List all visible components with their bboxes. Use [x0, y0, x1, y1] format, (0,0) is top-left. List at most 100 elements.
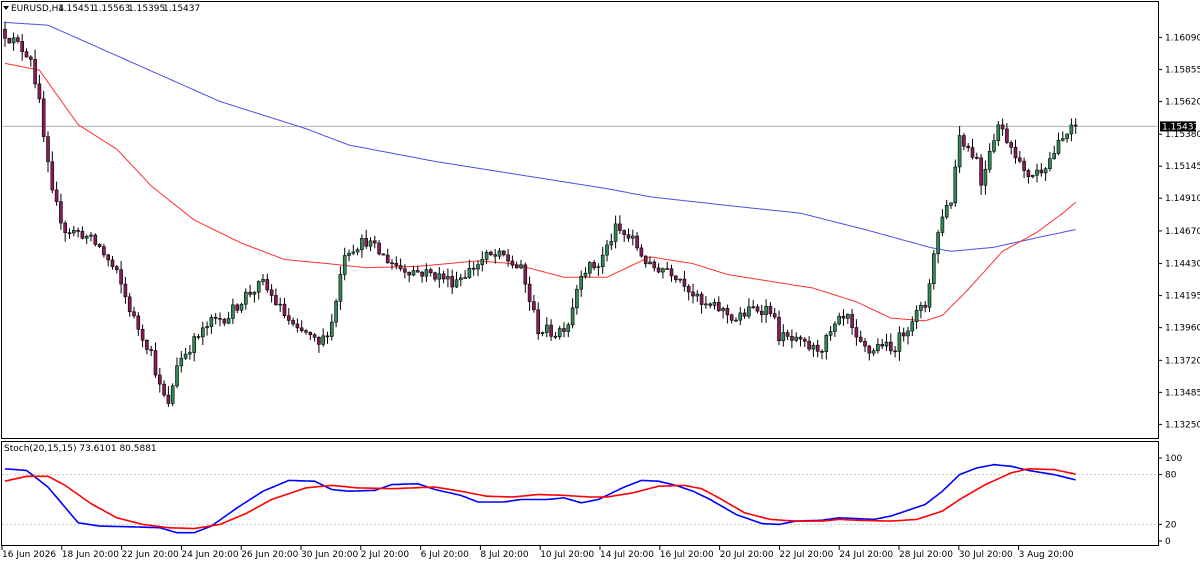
candle	[871, 348, 876, 357]
candle	[673, 275, 678, 283]
candle	[1073, 118, 1078, 134]
time-tick-label: 24 Jun 20:00	[181, 550, 238, 560]
stoch-lines	[4, 463, 1076, 534]
price-tick-label: 1.14670	[1165, 227, 1200, 237]
candle	[592, 259, 596, 271]
candle	[501, 250, 506, 257]
candle	[132, 306, 136, 319]
candle	[372, 235, 377, 249]
candle	[158, 368, 162, 393]
candle	[377, 240, 381, 256]
candle	[876, 338, 880, 354]
candle	[983, 160, 988, 195]
candle	[231, 298, 235, 325]
candle	[858, 330, 863, 343]
candle	[46, 131, 50, 173]
candle	[1017, 150, 1022, 164]
candle	[360, 234, 364, 258]
candle	[351, 244, 356, 255]
candle	[364, 229, 369, 249]
candle	[652, 259, 657, 272]
symbol-label[interactable]: EURUSD,H4	[11, 4, 64, 14]
candle	[93, 233, 98, 247]
stoch-label: Stoch(20,15,15) 73.6101 80.5881	[4, 444, 157, 454]
candle	[454, 271, 459, 289]
price-tick-label: 1.16090	[1165, 33, 1200, 43]
current-price-tag	[1160, 121, 1196, 132]
candle	[695, 290, 700, 302]
candle	[923, 301, 928, 313]
candle	[536, 302, 541, 340]
candle	[772, 308, 777, 320]
time-tick-label: 6 Jul 20:00	[421, 550, 470, 560]
candle	[957, 126, 962, 173]
candle	[415, 265, 420, 273]
candle	[102, 243, 106, 258]
time-tick-label: 10 Jul 20:00	[540, 550, 594, 560]
candle	[527, 276, 532, 311]
candle	[269, 284, 274, 303]
time-tick-label: 28 Jul 20:00	[899, 550, 953, 560]
candle	[299, 320, 304, 333]
candles	[3, 21, 1078, 407]
candle	[931, 249, 936, 290]
candle	[699, 291, 704, 314]
candle	[549, 319, 553, 341]
candle	[893, 345, 897, 358]
candle	[411, 265, 416, 277]
candle	[747, 298, 751, 319]
candle	[213, 313, 218, 325]
candle	[123, 276, 128, 304]
candle	[252, 291, 257, 303]
time-tick-label: 20 Jul 20:00	[720, 550, 774, 560]
candle	[1026, 168, 1031, 184]
candle	[467, 259, 472, 280]
price-tick-label: 1.14195	[1165, 292, 1200, 302]
time-tick-label: 8 Jul 20:00	[480, 550, 529, 560]
candle	[493, 249, 498, 264]
ma-slow-path	[4, 21, 1076, 252]
stoch-panel[interactable]	[1, 441, 1159, 546]
candle	[480, 251, 485, 272]
candle	[304, 328, 308, 335]
candle	[996, 120, 1001, 147]
candle	[222, 317, 227, 327]
candle	[704, 296, 708, 309]
candle	[239, 302, 244, 313]
candle	[97, 243, 102, 249]
candle	[127, 292, 132, 317]
price-tick-label: 1.14910	[1165, 194, 1200, 204]
candle	[854, 319, 859, 346]
time-tick-label: 16 Jun 2026	[2, 550, 56, 560]
candle	[312, 333, 317, 342]
candle	[618, 215, 622, 235]
price-panel[interactable]	[1, 1, 1159, 439]
candle	[1043, 166, 1048, 181]
candle	[1005, 123, 1009, 145]
candle	[248, 284, 252, 298]
ma-fast-path	[4, 62, 1077, 322]
time-tick-label: 14 Jul 20:00	[600, 550, 654, 560]
dropdown-triangle-icon[interactable]	[3, 6, 9, 10]
price-tick-label: 1.15145	[1165, 162, 1200, 172]
time-tick-label: 26 Jun 20:00	[241, 550, 298, 560]
candle	[106, 253, 110, 267]
candle	[1022, 157, 1026, 179]
time-tick-label: 18 Jun 20:00	[62, 550, 119, 560]
candle	[665, 261, 670, 270]
candle	[906, 326, 910, 345]
ohlc-close: 1.15437	[163, 4, 200, 14]
stoch-tick-label: 100	[1165, 454, 1182, 464]
candle	[321, 328, 326, 347]
candle	[484, 250, 489, 264]
candle	[987, 143, 992, 173]
candle	[334, 298, 338, 328]
candle	[424, 263, 429, 283]
candle	[914, 305, 919, 330]
candle	[751, 299, 756, 309]
ohlc-low: 1.15395	[128, 4, 165, 14]
candle	[1065, 133, 1069, 143]
candle	[897, 326, 902, 361]
candle	[317, 336, 321, 353]
